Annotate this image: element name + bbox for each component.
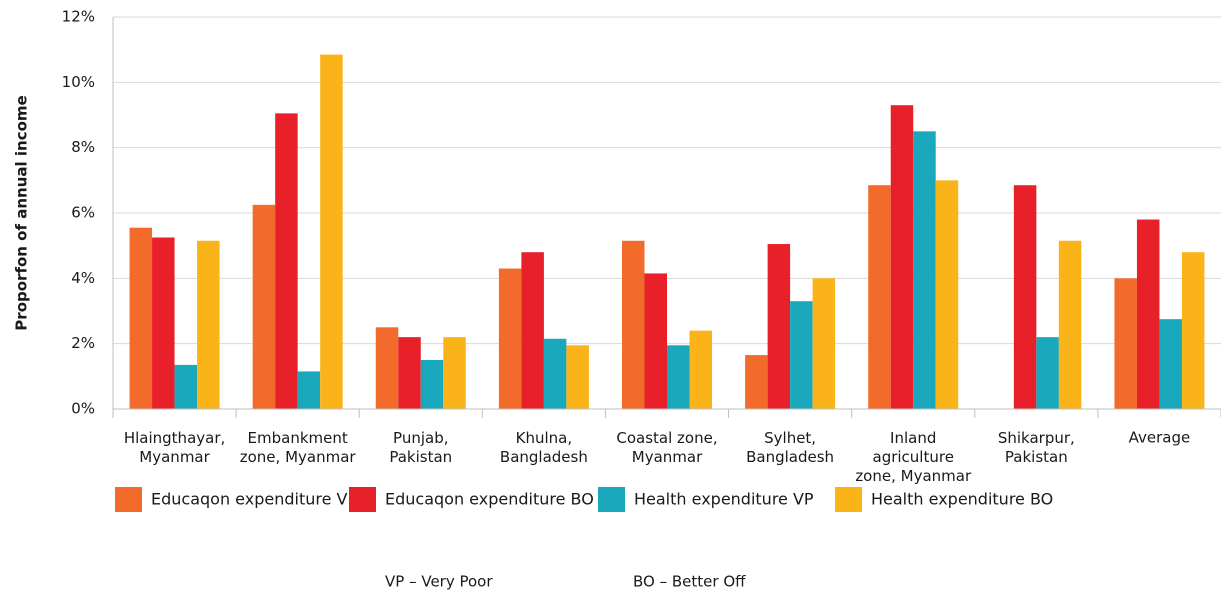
y-axis-label: Proporfon of annual income (13, 95, 31, 330)
bar (790, 301, 813, 409)
bar (375, 327, 399, 409)
y-tick-label: 2% (71, 334, 95, 352)
note: VP – Very Poor (385, 573, 493, 591)
bar (1136, 219, 1160, 409)
legend-label: Health expenditure BO (871, 490, 1053, 509)
bar (1114, 278, 1137, 409)
x-tick-label: Average (1129, 429, 1191, 447)
bar (812, 278, 836, 409)
bar (566, 345, 589, 409)
x-tick-label: Punjab, Pakistan (389, 429, 452, 466)
bar (935, 180, 959, 409)
bar (521, 252, 544, 409)
bar (398, 337, 421, 409)
bar (767, 244, 791, 409)
x-tick-label: Coastal zone, Myanmar (616, 429, 717, 466)
x-tick-label: Embankment zone, Myanmar (240, 429, 357, 466)
bar (667, 345, 690, 409)
legend-label: Educaqon expenditure BO (385, 490, 594, 509)
legend-label: Educaqon expenditure VP (151, 490, 357, 509)
bar (1181, 252, 1205, 409)
bar (275, 113, 298, 409)
y-tick-label: 0% (71, 400, 95, 418)
y-tick-label: 6% (71, 204, 95, 222)
legend-swatch (115, 487, 142, 512)
bar (174, 364, 198, 409)
bar (622, 240, 645, 409)
bar (152, 237, 175, 409)
legend-label: Health expenditure VP (634, 490, 814, 509)
bar (320, 54, 343, 410)
bar (197, 240, 220, 409)
bar (443, 337, 466, 409)
legend-swatch (835, 487, 862, 512)
bar (420, 360, 444, 409)
y-tick-label: 12% (62, 8, 95, 26)
note: BO – Better Off (633, 573, 746, 591)
bar (913, 131, 936, 410)
bar (252, 204, 276, 409)
y-tick-label: 8% (71, 138, 95, 156)
x-tick-label: Shikarpur, Pakistan (998, 429, 1075, 466)
bar (1036, 337, 1059, 409)
y-tick-label: 10% (62, 73, 95, 91)
legend-swatch (598, 487, 625, 512)
bar (644, 273, 667, 409)
y-tick-label: 4% (71, 269, 95, 287)
bar (868, 185, 891, 409)
x-tick-label: Khulna, Bangladesh (500, 429, 588, 466)
bar (129, 227, 153, 409)
bar (1013, 185, 1037, 409)
x-tick-label: Hlaingthayar, Myanmar (124, 429, 225, 466)
bar (890, 105, 914, 409)
legend-swatch (349, 487, 376, 512)
bar (1058, 240, 1082, 409)
bar (498, 268, 522, 409)
x-tick-label: Inland agriculture zone, Myanmar (855, 429, 972, 485)
x-tick-label: Sylhet, Bangladesh (746, 429, 834, 466)
bar (543, 338, 567, 409)
bar (689, 330, 712, 409)
bar (745, 355, 768, 409)
bar (1159, 319, 1182, 409)
bar (297, 371, 321, 409)
